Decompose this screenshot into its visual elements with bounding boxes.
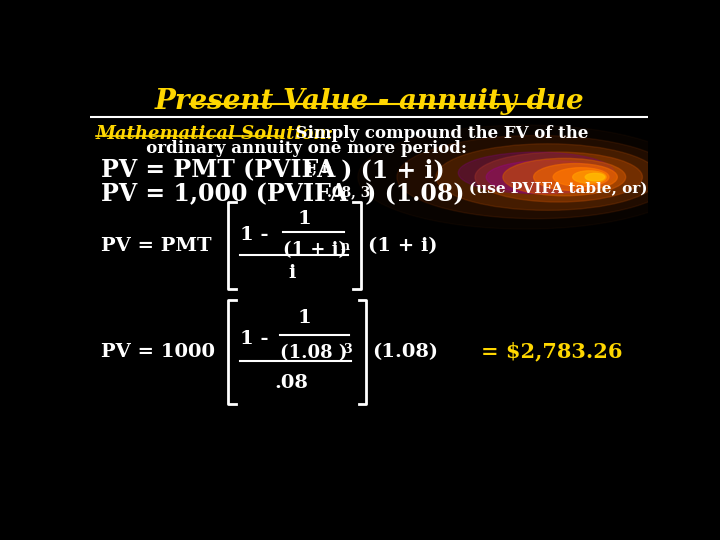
Text: 1: 1 xyxy=(298,309,312,327)
Text: 1 -: 1 - xyxy=(240,330,268,348)
Text: ) (1 + i): ) (1 + i) xyxy=(333,158,444,183)
Text: .08: .08 xyxy=(274,374,308,392)
Text: 1 -: 1 - xyxy=(240,226,268,244)
Ellipse shape xyxy=(459,152,615,194)
Ellipse shape xyxy=(397,136,676,219)
Text: Present Value - annuity due: Present Value - annuity due xyxy=(154,87,584,114)
Ellipse shape xyxy=(358,125,693,229)
Text: i, n: i, n xyxy=(307,161,331,176)
Text: 1: 1 xyxy=(298,210,312,228)
Text: (1 + i): (1 + i) xyxy=(282,241,346,259)
Text: PV = 1,000 (PVIFA: PV = 1,000 (PVIFA xyxy=(101,182,348,206)
Ellipse shape xyxy=(534,164,617,191)
Text: (1.08 ): (1.08 ) xyxy=(280,344,347,362)
Text: (1 + i): (1 + i) xyxy=(368,237,437,255)
Text: ordinary annuity one more period:: ordinary annuity one more period: xyxy=(129,140,467,157)
Ellipse shape xyxy=(436,144,660,211)
Text: i: i xyxy=(288,264,296,282)
Text: PV = 1000: PV = 1000 xyxy=(101,343,215,361)
Text: PV = PMT (PVIFA: PV = PMT (PVIFA xyxy=(101,158,336,183)
Text: Simply compound the FV of the: Simply compound the FV of the xyxy=(284,125,588,142)
Ellipse shape xyxy=(553,168,609,186)
Text: Mathematical Solution:: Mathematical Solution: xyxy=(96,125,333,143)
Ellipse shape xyxy=(585,173,605,181)
Text: = $2,783.26: = $2,783.26 xyxy=(481,342,622,362)
Ellipse shape xyxy=(503,158,626,196)
Ellipse shape xyxy=(475,152,642,202)
Text: 3: 3 xyxy=(343,343,351,356)
Ellipse shape xyxy=(486,160,609,194)
Text: n: n xyxy=(341,240,350,253)
Text: .08, 3: .08, 3 xyxy=(327,185,370,199)
Text: (use PVIFA table, or): (use PVIFA table, or) xyxy=(469,182,648,196)
Ellipse shape xyxy=(572,171,606,183)
Text: (1.08): (1.08) xyxy=(372,343,438,361)
Text: PV = PMT: PV = PMT xyxy=(101,237,212,255)
Text: ) (1.08): ) (1.08) xyxy=(356,182,464,206)
